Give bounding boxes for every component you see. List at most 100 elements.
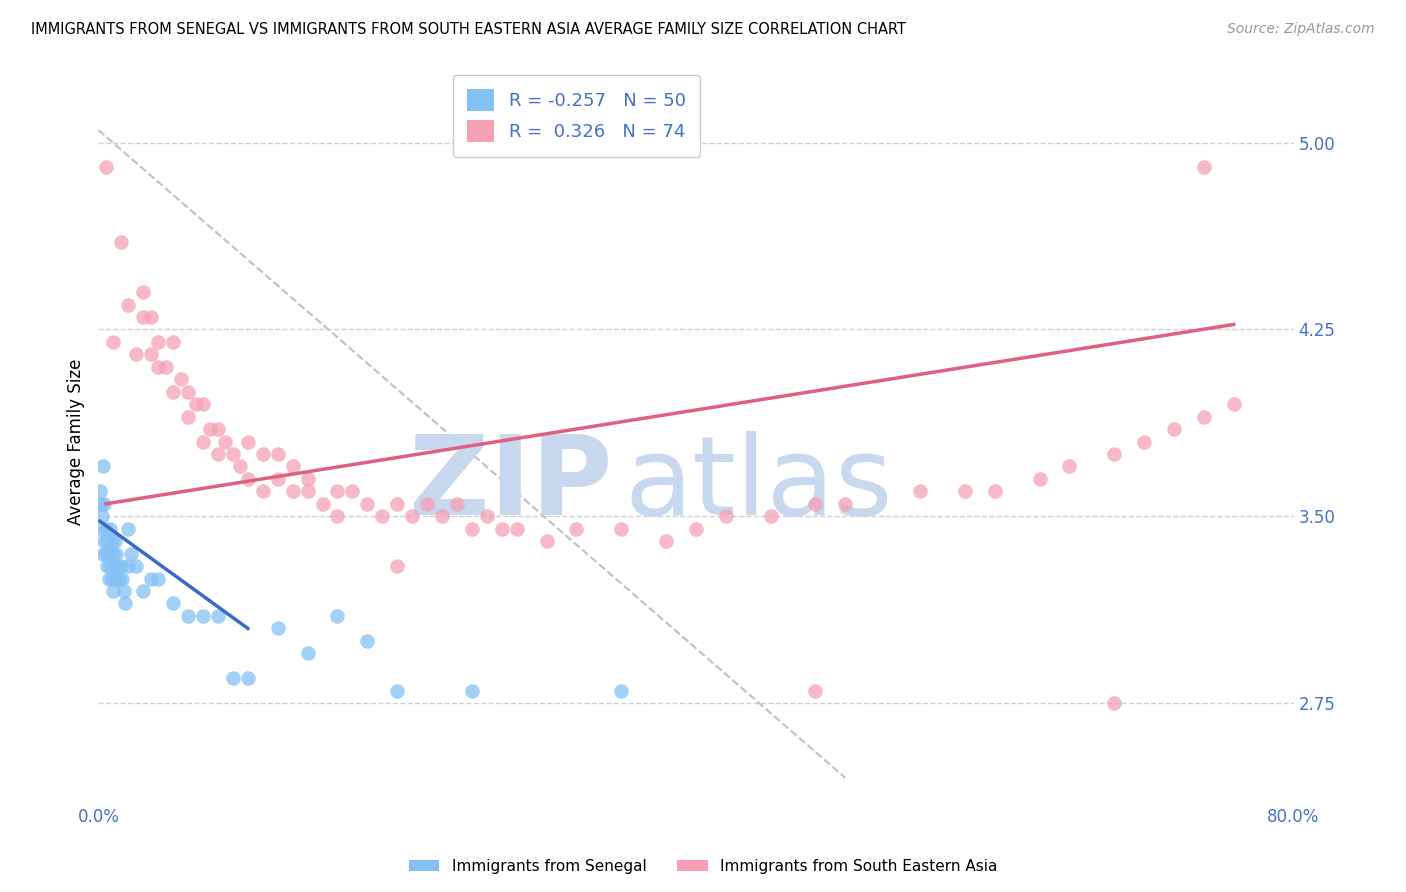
Point [125,347,148,361]
Point [326,509,349,524]
Point [94,522,117,536]
Point [461,683,484,698]
Point [371,509,394,524]
Point [326,484,349,499]
Point [804,497,827,511]
Point [191,397,214,411]
Point [1028,472,1050,486]
Point [177,409,200,424]
Point [191,609,214,624]
Point [281,459,304,474]
Point [105,547,128,561]
Point [89,484,111,499]
Point [908,484,931,499]
Point [1104,696,1126,710]
Point [297,646,319,660]
Point [98,559,122,574]
Point [475,509,498,524]
Point [984,484,1007,499]
Point [101,534,124,549]
Point [834,497,856,511]
Point [148,572,170,586]
Point [1192,161,1215,175]
Point [91,509,114,524]
Point [236,434,259,449]
Point [96,534,118,549]
Point [229,459,252,474]
Point [207,609,229,624]
Point [103,584,125,599]
Y-axis label: Average Family Size: Average Family Size [66,359,84,524]
Point [191,434,214,449]
Point [177,609,200,624]
Point [1192,409,1215,424]
Point [96,559,118,574]
Point [385,497,409,511]
Point [565,522,588,536]
Point [103,334,125,349]
Point [1223,397,1246,411]
Point [91,459,114,474]
Point [112,584,135,599]
Point [108,572,131,586]
Point [222,447,245,461]
Point [155,359,177,374]
Point [110,235,132,250]
Point [385,683,409,698]
Text: atlas: atlas [624,432,893,539]
Point [177,384,200,399]
Point [91,547,114,561]
Point [685,522,707,536]
Point [114,597,136,611]
Point [281,484,304,499]
Point [207,447,229,461]
Point [416,497,439,511]
Legend: R = -0.257   N = 50, R =  0.326   N = 74: R = -0.257 N = 50, R = 0.326 N = 74 [453,75,700,157]
Point [236,472,259,486]
Text: ZIP: ZIP [409,432,613,539]
Point [311,497,333,511]
Point [101,572,124,586]
Point [117,297,139,311]
Point [93,534,115,549]
Text: IMMIGRANTS FROM SENEGAL VS IMMIGRANTS FROM SOUTH EASTERN ASIA AVERAGE FAMILY SIZ: IMMIGRANTS FROM SENEGAL VS IMMIGRANTS FR… [31,22,905,37]
Point [104,534,127,549]
Point [1059,459,1081,474]
Point [326,609,349,624]
Point [342,484,364,499]
Point [139,347,162,361]
Point [98,522,122,536]
Point [117,559,139,574]
Point [105,572,128,586]
Point [132,584,155,599]
Point [110,559,132,574]
Point [536,534,558,549]
Point [117,522,139,536]
Point [430,509,453,524]
Point [107,559,129,574]
Point [97,547,120,561]
Point [267,447,290,461]
Point [90,522,112,536]
Point [356,497,378,511]
Point [714,509,737,524]
Point [1163,422,1185,436]
Point [385,559,409,574]
Point [759,509,782,524]
Point [162,597,184,611]
Point [804,683,827,698]
Text: Source: ZipAtlas.com: Source: ZipAtlas.com [1227,22,1375,37]
Point [139,310,162,324]
Point [132,310,155,324]
Point [491,522,513,536]
Point [148,359,170,374]
Point [111,572,134,586]
Point [94,547,117,561]
Point [446,497,468,511]
Point [169,372,191,386]
Point [356,633,378,648]
Legend: Immigrants from Senegal, Immigrants from South Eastern Asia: Immigrants from Senegal, Immigrants from… [402,853,1004,880]
Point [252,447,274,461]
Point [139,572,162,586]
Point [506,522,529,536]
